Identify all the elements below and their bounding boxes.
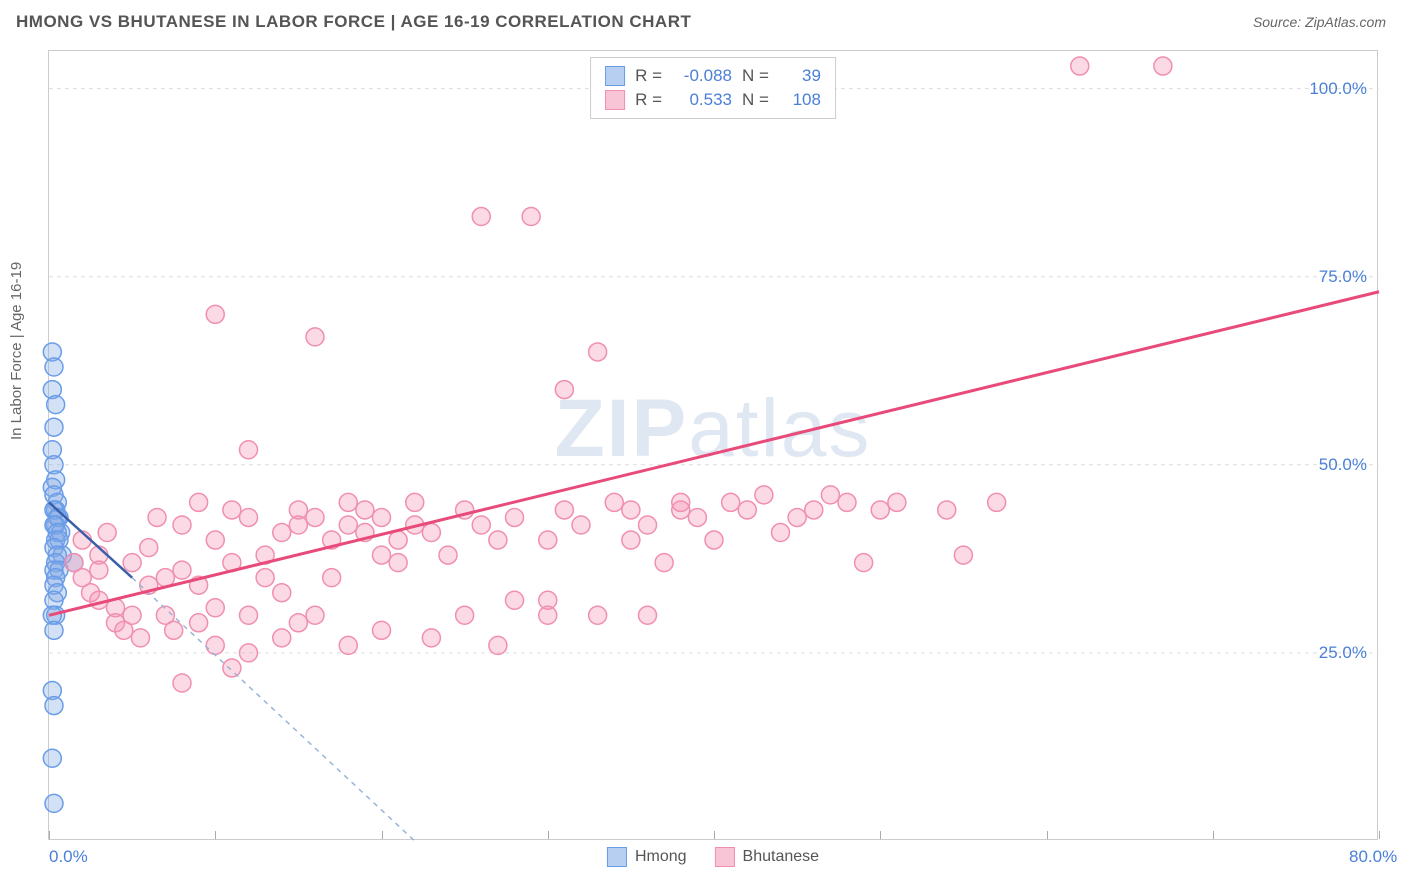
y-tick-label: 25.0%: [1319, 643, 1367, 663]
chart-title: HMONG VS BHUTANESE IN LABOR FORCE | AGE …: [16, 12, 691, 32]
x-tick: [1047, 831, 1048, 839]
x-tick-label: 0.0%: [49, 847, 88, 867]
n-value: 39: [781, 66, 821, 86]
x-tick: [382, 831, 383, 839]
y-tick-label: 50.0%: [1319, 455, 1367, 475]
legend-item: Bhutanese: [715, 847, 820, 867]
scatter-chart: ZIPatlas R =-0.088 N =39 R =0.533 N =108…: [48, 50, 1378, 840]
plot-svg: [49, 51, 1377, 839]
legend-swatch: [605, 90, 625, 110]
y-tick-label: 75.0%: [1319, 267, 1367, 287]
r-label: R =: [635, 66, 662, 86]
legend-label: Bhutanese: [743, 848, 820, 866]
x-tick: [880, 831, 881, 839]
x-tick: [215, 831, 216, 839]
source-attribution: Source: ZipAtlas.com: [1253, 14, 1386, 30]
legend-swatch: [607, 847, 627, 867]
x-tick: [1213, 831, 1214, 839]
n-label: N =: [742, 66, 769, 86]
legend-label: Hmong: [635, 848, 687, 866]
x-tick: [49, 831, 50, 839]
legend-row: R = -0.088 N = 39: [605, 64, 821, 88]
r-label: R =: [635, 90, 662, 110]
correlation-legend: R = -0.088 N = 39 R = 0.533 N = 108: [590, 57, 836, 119]
n-value: 108: [781, 90, 821, 110]
legend-item: Hmong: [607, 847, 687, 867]
n-label: N =: [742, 90, 769, 110]
x-tick-label: 80.0%: [1349, 847, 1397, 867]
legend-swatch: [605, 66, 625, 86]
y-tick-label: 100.0%: [1309, 79, 1367, 99]
y-axis-label: In Labor Force | Age 16-19: [8, 262, 25, 440]
series-legend: Hmong Bhutanese: [607, 847, 819, 867]
x-tick: [548, 831, 549, 839]
legend-swatch: [715, 847, 735, 867]
r-value: 0.533: [674, 90, 732, 110]
x-tick: [714, 831, 715, 839]
x-tick: [1379, 831, 1380, 839]
r-value: -0.088: [674, 66, 732, 86]
legend-row: R = 0.533 N = 108: [605, 88, 821, 112]
